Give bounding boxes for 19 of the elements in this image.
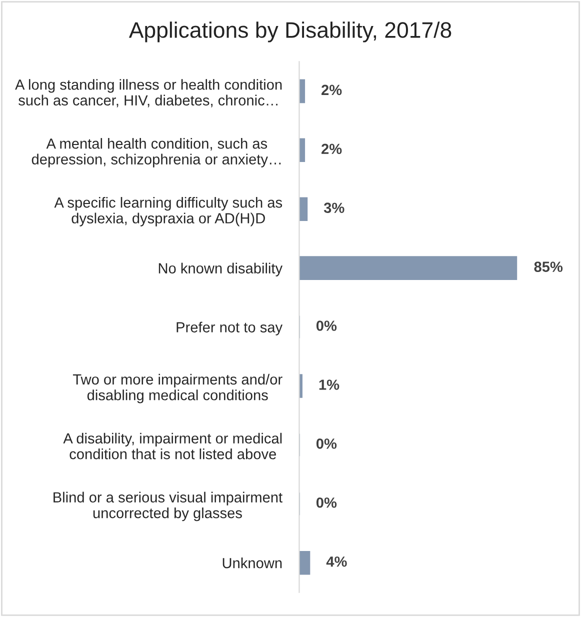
data-label: 1% bbox=[319, 380, 340, 390]
data-label: 3% bbox=[324, 202, 344, 214]
data-label: 0% bbox=[316, 438, 337, 449]
y-tick-label: A disability, impairment or medical condition that is not listed above bbox=[63, 432, 282, 460]
y-tick-label: Prefer not to say bbox=[176, 322, 283, 336]
y-tick-label: Unknown bbox=[222, 558, 282, 568]
y-tick-label: A mental health condition, such as depression, schizophrenia or anxiety… bbox=[32, 138, 281, 168]
y-tick-label: Two or more impairments and/or disabling medical conditions bbox=[72, 374, 282, 404]
data-label: 2% bbox=[322, 144, 342, 154]
data-label: 0% bbox=[316, 497, 337, 508]
data-label: 0% bbox=[316, 320, 337, 331]
data-label: 85% bbox=[534, 262, 563, 272]
y-tick-label: A long standing illness or health condition such as cancer, HIV, diabetes, chronic… bbox=[15, 79, 282, 108]
y-tick-label: A specific learning difficulty such as dyslexia, dyspraxia or AD(H)D bbox=[54, 197, 282, 226]
data-label: 4% bbox=[326, 556, 347, 567]
y-tick-label: Blind or a serious visual impairment uncorrected by glasses bbox=[54, 492, 282, 522]
chart-title: Applications by Disability, 2017/8 bbox=[128, 22, 452, 42]
y-tick-label: No known disability bbox=[158, 262, 283, 276]
data-label: 2% bbox=[322, 84, 342, 96]
